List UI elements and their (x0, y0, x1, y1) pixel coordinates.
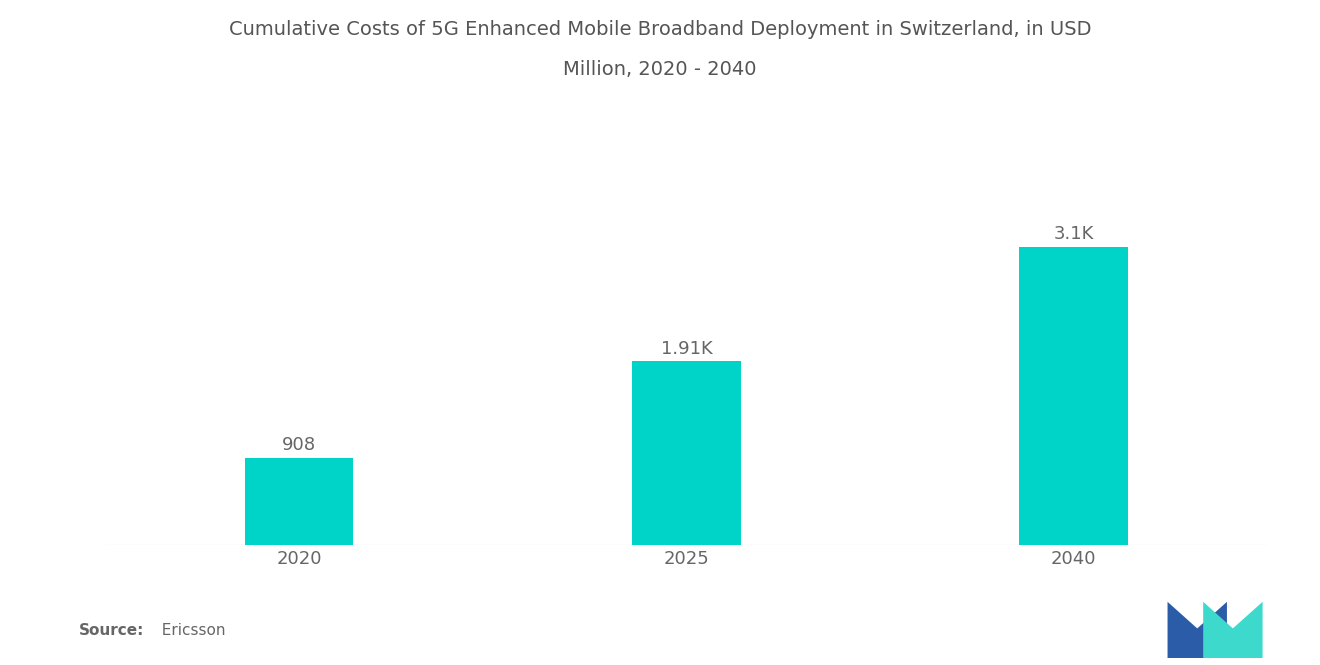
Text: Ericsson: Ericsson (152, 623, 226, 638)
Polygon shape (1203, 602, 1262, 658)
Polygon shape (1167, 602, 1226, 658)
Text: 908: 908 (282, 436, 317, 454)
Bar (632, 362, 741, 545)
Text: 1.91K: 1.91K (660, 340, 713, 358)
Text: Source:: Source: (79, 623, 145, 638)
Bar (1019, 247, 1127, 545)
Text: Cumulative Costs of 5G Enhanced Mobile Broadband Deployment in Switzerland, in U: Cumulative Costs of 5G Enhanced Mobile B… (228, 20, 1092, 39)
Text: 3.1K: 3.1K (1053, 225, 1094, 243)
Bar (246, 458, 354, 545)
Text: Million, 2020 - 2040: Million, 2020 - 2040 (564, 60, 756, 79)
